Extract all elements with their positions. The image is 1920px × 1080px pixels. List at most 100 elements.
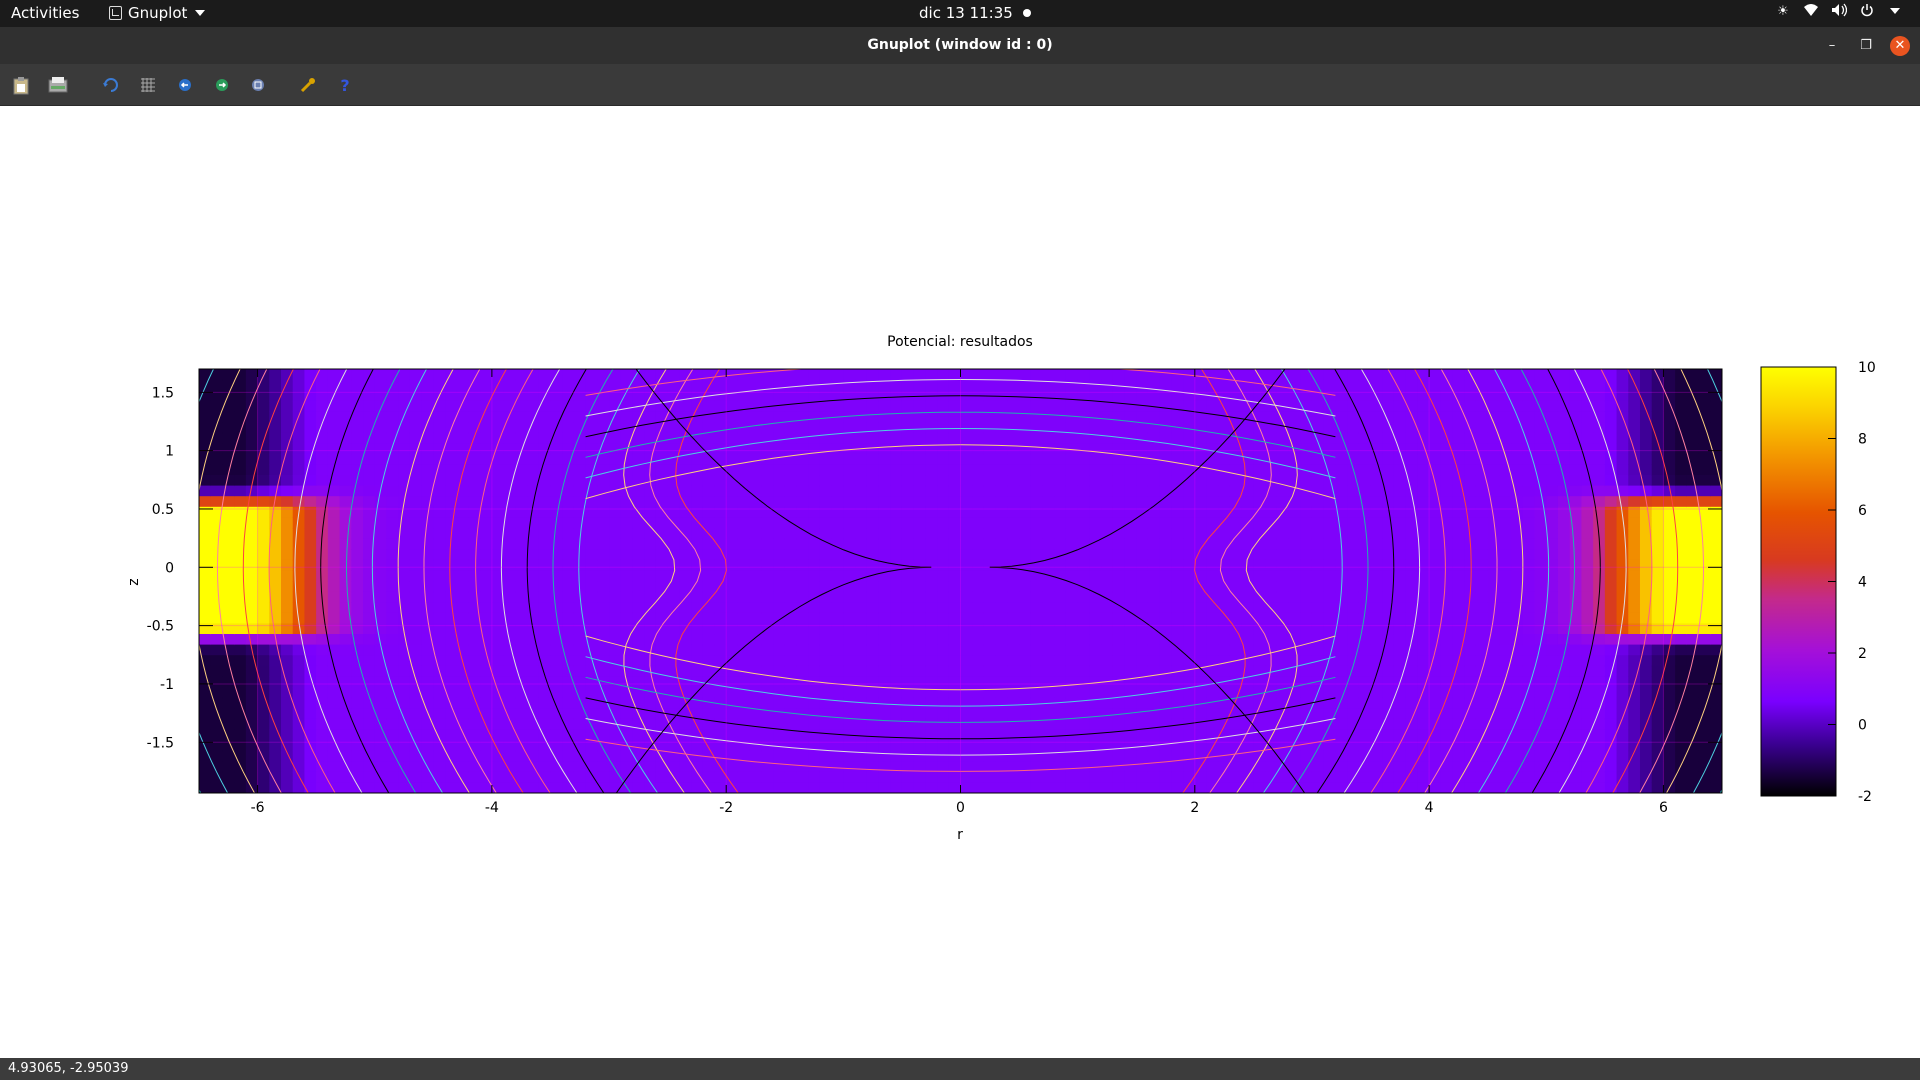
- contour-line: [585, 635, 1336, 691]
- contour-line: [585, 718, 1336, 756]
- copy-clipboard-icon[interactable]: [9, 73, 33, 97]
- window-title: Gnuplot (window id : 0): [867, 37, 1053, 53]
- contour-line: [585, 378, 1336, 417]
- contour-line: [649, 369, 712, 793]
- contour-line: [1209, 369, 1272, 793]
- contour-line: [397, 369, 470, 793]
- plot-area[interactable]: Potencial: resultados -6 -4 -2 0 2 4 6 1.5 1 0.5…: [0, 106, 1920, 1058]
- contour-line: [552, 369, 632, 793]
- replot-icon[interactable]: [99, 73, 123, 97]
- colorbar-tick-label: 10: [1858, 360, 1876, 376]
- gnuplot-app-icon: [109, 6, 122, 20]
- contour-line: [1666, 369, 1722, 793]
- wifi-icon: [1802, 3, 1820, 21]
- window-title-bar[interactable]: Gnuplot (window id : 0) – ❐ ✕: [0, 27, 1920, 64]
- svg-text:?: ?: [340, 76, 349, 95]
- config-icon[interactable]: [296, 73, 320, 97]
- x-tick-label: -4: [485, 800, 499, 816]
- contour-line: [675, 369, 739, 793]
- contour-line: [1236, 369, 1298, 793]
- cursor-coordinates: 4.93065, -2.95039: [8, 1061, 129, 1076]
- y-tick-label: 1.5: [152, 385, 174, 401]
- chevron-down-icon: [1886, 3, 1904, 21]
- y-tick-label: 0: [165, 560, 174, 576]
- help-icon[interactable]: ?: [333, 73, 357, 97]
- y-tick-label: -1: [160, 677, 174, 693]
- contour-line: [500, 369, 578, 793]
- y-tick-label: -1.5: [147, 735, 174, 751]
- contour-line: [1639, 369, 1705, 793]
- restore-button[interactable]: ❐: [1860, 37, 1872, 53]
- autoscale-icon[interactable]: [246, 73, 270, 97]
- contour-line: [345, 369, 417, 793]
- contour-line: [294, 369, 363, 793]
- contour-line: [585, 676, 1336, 723]
- contour-layer: [37, 369, 1722, 793]
- contour-line: [1424, 369, 1498, 793]
- contour-line: [242, 369, 309, 793]
- contour-line: [63, 369, 121, 793]
- contour-line: [1558, 369, 1627, 793]
- print-icon[interactable]: [46, 73, 70, 97]
- colorbar-tick-label: 2: [1858, 646, 1867, 662]
- y-axis-ticks: 1.5 1 0.5 0 -0.5 -1 -1.5: [147, 385, 1722, 751]
- volume-icon: [1830, 3, 1848, 21]
- x-axis-ticks: -6 -4 -2 0 2 4 6: [251, 369, 1668, 816]
- clock[interactable]: dic 13 11:35: [919, 4, 1031, 22]
- contour-line: [623, 369, 685, 793]
- potential-plot[interactable]: Potencial: resultados -6 -4 -2 0 2 4 6 1.5 1 0.5…: [0, 106, 1920, 1058]
- contour-line: [216, 369, 282, 793]
- contour-line: [615, 566, 932, 793]
- y-tick-label: 0.5: [152, 502, 174, 518]
- contour-line: [199, 788, 202, 793]
- colorbar-tick-label: 4: [1858, 575, 1867, 591]
- brightness-icon: ☀: [1777, 4, 1789, 19]
- contour-line: [268, 369, 336, 793]
- contour-line: [989, 566, 1306, 793]
- x-tick-label: 6: [1659, 800, 1668, 816]
- contour-line: [585, 697, 1336, 740]
- y-tick-label: 1: [165, 444, 174, 460]
- zoom-previous-icon[interactable]: [173, 73, 197, 97]
- colorbar-tick-label: -2: [1858, 789, 1872, 805]
- minimize-button[interactable]: –: [1828, 37, 1836, 53]
- heatmap-layer: [199, 369, 1722, 793]
- contour-line: [1370, 369, 1446, 793]
- colorbar-tick-label: 0: [1858, 718, 1867, 734]
- close-button[interactable]: ✕: [1890, 35, 1910, 56]
- power-icon: [1858, 3, 1876, 21]
- contour-line: [635, 369, 932, 568]
- contour-line: [526, 369, 605, 793]
- contour-line: [1316, 369, 1395, 793]
- contour-line: [585, 369, 1336, 396]
- contour-line: [1504, 369, 1576, 793]
- x-tick-label: 2: [1190, 800, 1199, 816]
- contour-line: [585, 395, 1336, 438]
- x-tick-label: 0: [956, 800, 965, 816]
- contour-line: [320, 369, 390, 793]
- contour-line: [585, 427, 1336, 479]
- activities-button[interactable]: Activities: [11, 4, 80, 22]
- contour-line: [585, 411, 1336, 458]
- app-menu[interactable]: Gnuplot: [109, 4, 206, 22]
- contour-line: [37, 369, 93, 793]
- contour-line: [585, 656, 1336, 707]
- contour-line: [449, 369, 524, 793]
- contour-line: [1262, 369, 1343, 793]
- grid-layer: [199, 369, 1722, 793]
- chart-title: Potencial: resultados: [887, 334, 1033, 350]
- contour-line: [1477, 369, 1550, 793]
- contour-line: [1585, 369, 1653, 793]
- system-tray[interactable]: ☀: [1774, 3, 1904, 21]
- contour-line: [1397, 369, 1472, 793]
- grid-icon[interactable]: [136, 73, 160, 97]
- contour-line: [1531, 369, 1601, 793]
- contour-line: [199, 369, 255, 793]
- contour-line: [989, 369, 1286, 568]
- x-tick-label: -2: [719, 800, 733, 816]
- contour-line: [578, 369, 659, 793]
- contour-line: [1289, 369, 1369, 793]
- zoom-next-icon[interactable]: [210, 73, 234, 97]
- contour-line: [371, 369, 444, 793]
- contour-line: [585, 738, 1336, 772]
